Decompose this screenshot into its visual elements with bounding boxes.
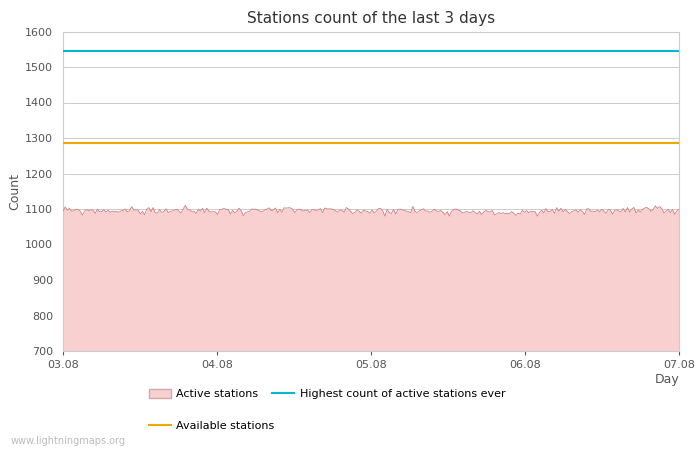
Text: Day: Day <box>654 374 679 387</box>
Legend: Available stations: Available stations <box>148 420 274 431</box>
Title: Stations count of the last 3 days: Stations count of the last 3 days <box>247 11 495 26</box>
Text: www.lightningmaps.org: www.lightningmaps.org <box>10 436 125 446</box>
Y-axis label: Count: Count <box>8 173 21 210</box>
